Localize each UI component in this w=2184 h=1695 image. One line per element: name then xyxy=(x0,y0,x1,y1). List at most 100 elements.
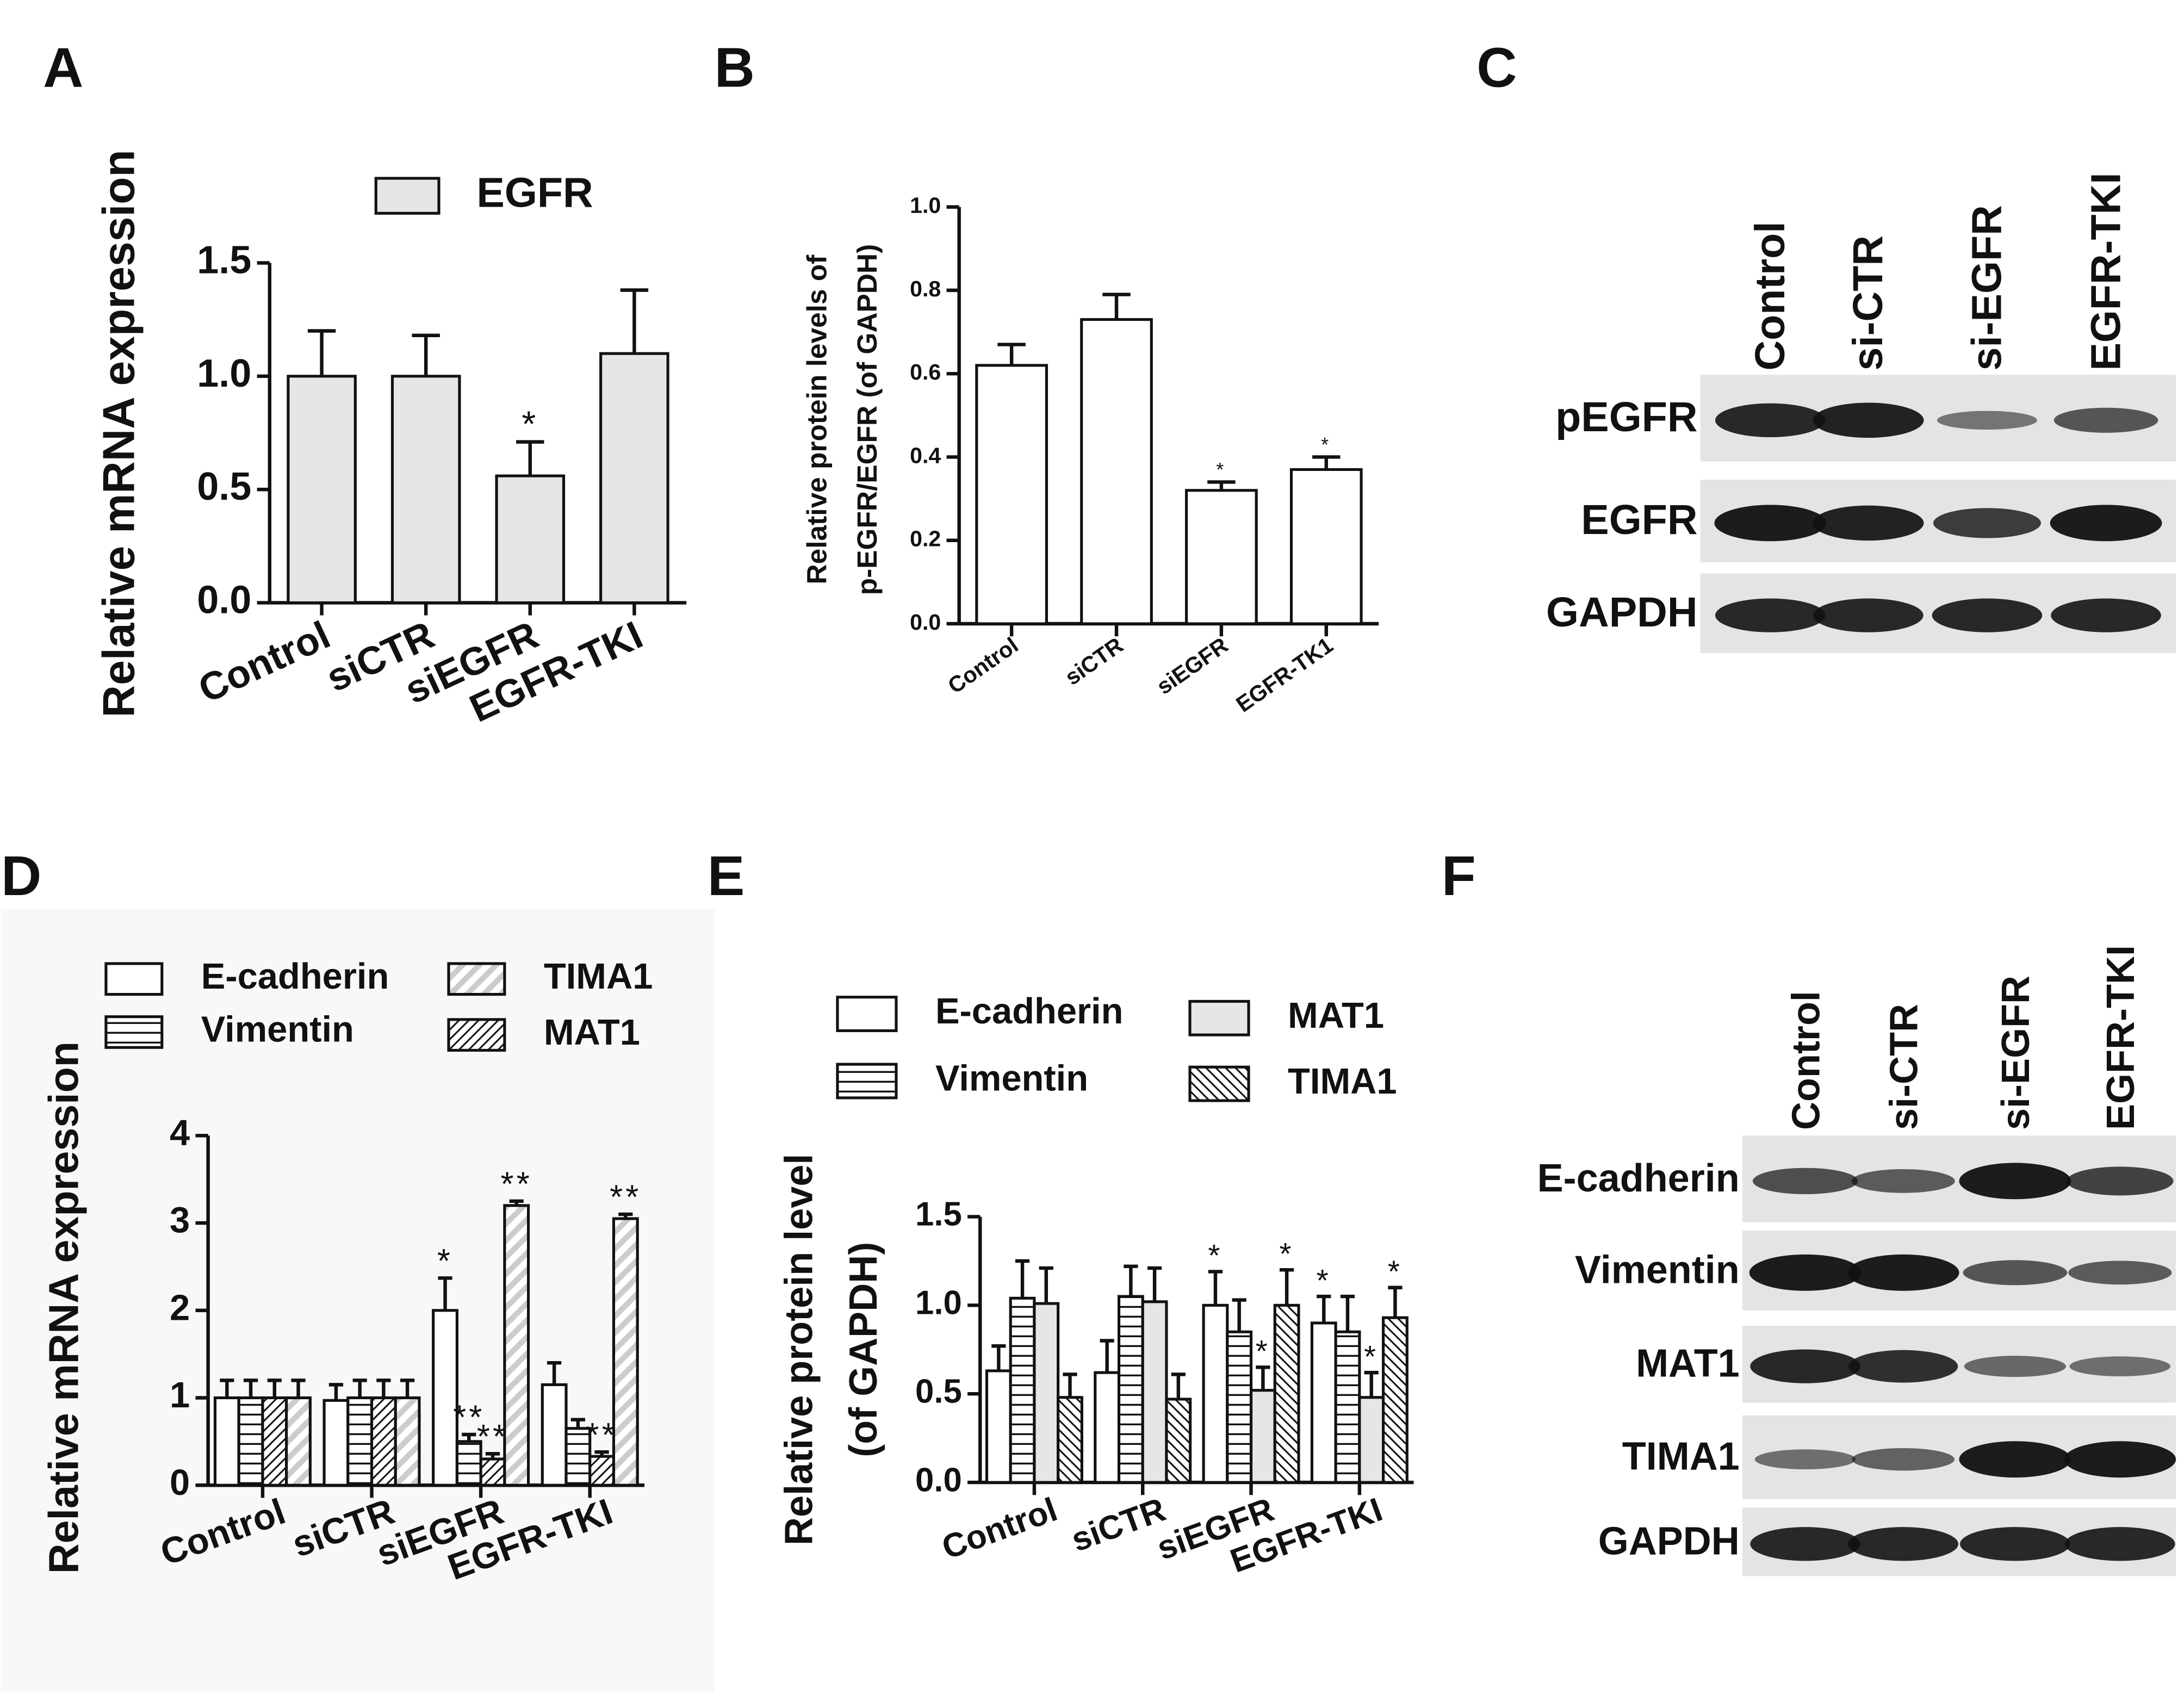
bar xyxy=(432,1309,458,1487)
bar xyxy=(285,1396,312,1487)
y-tick-label: 0 xyxy=(170,1462,190,1503)
error-bar xyxy=(594,1450,609,1457)
legend-label: MAT1 xyxy=(544,1012,640,1053)
significance-marker: * xyxy=(522,403,538,444)
blot-band xyxy=(1847,1254,1959,1291)
y-tick-label: 0.4 xyxy=(910,443,941,468)
blot-band xyxy=(1959,1163,2071,1200)
panel-letter: E xyxy=(708,845,745,907)
panel-letter: A xyxy=(43,36,83,98)
legend-label: Vimentin xyxy=(201,1009,354,1050)
blot-band xyxy=(2064,1527,2175,1561)
significance-marker: * xyxy=(1208,1238,1223,1272)
bar xyxy=(390,375,461,605)
error-bar xyxy=(1364,1370,1379,1398)
legend-label: TIMA1 xyxy=(1288,1061,1397,1102)
error-bar xyxy=(620,288,649,354)
error-bar xyxy=(1102,293,1131,320)
y-axis-label: Relative mRNA expression xyxy=(94,150,144,717)
bar xyxy=(612,1217,639,1487)
error-bar xyxy=(509,1199,524,1206)
y-axis-label: Relative protein level xyxy=(778,1154,821,1545)
legend-swatch xyxy=(836,996,898,1032)
blot-band xyxy=(1813,402,1924,438)
y-tick-label: 0.2 xyxy=(910,526,941,551)
legend-label: MAT1 xyxy=(1288,995,1384,1036)
bar xyxy=(985,1369,1012,1484)
blot-band xyxy=(2069,1356,2171,1377)
panel-letter: B xyxy=(715,36,755,98)
bar xyxy=(1273,1303,1300,1484)
error-bar xyxy=(991,1344,1006,1371)
legend-swatch xyxy=(836,1063,898,1100)
blot-band xyxy=(1932,598,2043,632)
blot-band xyxy=(1960,1527,2070,1561)
bar xyxy=(599,352,669,605)
bar xyxy=(1382,1316,1409,1484)
legend-label: Vimentin xyxy=(935,1058,1088,1099)
row-label: Vimentin xyxy=(1575,1248,1740,1292)
error-bar xyxy=(291,1379,306,1398)
y-tick-label: 1.0 xyxy=(915,1284,962,1322)
row-label: MAT1 xyxy=(1636,1342,1740,1386)
blot-band xyxy=(1937,411,2038,430)
bar xyxy=(975,364,1048,625)
bar xyxy=(261,1396,288,1487)
bar xyxy=(1117,1295,1144,1484)
error-bar xyxy=(1232,1298,1246,1332)
blot-band xyxy=(1933,508,2041,538)
legend-label: E-cadherin xyxy=(201,956,389,997)
bar xyxy=(495,474,566,605)
error-bar xyxy=(438,1276,452,1311)
y-axis-label: (of GAPDH) xyxy=(842,1242,885,1457)
y-tick-label: 0.0 xyxy=(910,610,941,635)
blot-band xyxy=(1963,1260,2068,1286)
legend-swatch xyxy=(1188,999,1250,1036)
y-tick-label: 0.0 xyxy=(197,578,251,622)
error-bar xyxy=(1171,1373,1186,1399)
significance-marker: * xyxy=(1256,1334,1270,1368)
legend-swatch xyxy=(447,1018,506,1052)
blot-band xyxy=(1752,1168,1858,1195)
row-label: GAPDH xyxy=(1546,589,1698,636)
error-bar xyxy=(1124,1264,1138,1297)
legend-swatch xyxy=(1188,1065,1250,1102)
significance-marker: * xyxy=(1388,1254,1403,1288)
y-tick-label: 4 xyxy=(170,1113,190,1153)
error-bar xyxy=(997,343,1026,365)
error-bar xyxy=(1147,1266,1162,1302)
lane-label: EGFR-TKI xyxy=(2082,172,2129,370)
row-label: GAPDH xyxy=(1598,1519,1740,1563)
x-tick-label: Control xyxy=(192,613,337,712)
error-bar xyxy=(547,1361,562,1385)
y-tick-label: 1.0 xyxy=(910,193,941,218)
bar xyxy=(1141,1300,1168,1484)
y-tick-label: 0.0 xyxy=(915,1461,962,1499)
lane-label: Control xyxy=(1784,991,1828,1130)
significance-marker: * xyxy=(1280,1237,1294,1271)
legend-label: E-cadherin xyxy=(935,991,1124,1032)
bar xyxy=(1334,1330,1361,1484)
error-bar xyxy=(352,1379,367,1398)
error-bar xyxy=(570,1418,585,1429)
x-tick-label: siCTR xyxy=(1066,1491,1170,1559)
bar xyxy=(1249,1389,1276,1484)
lane-label: si-EGFR xyxy=(1964,205,2011,370)
bar xyxy=(1202,1303,1229,1484)
blot-band xyxy=(1848,1350,1958,1383)
lane-label: EGFR-TKI xyxy=(2099,945,2143,1130)
legend-label: TIMA1 xyxy=(544,956,653,997)
error-bar xyxy=(1100,1339,1114,1373)
bar xyxy=(1009,1296,1036,1484)
x-tick-label: siEGFR xyxy=(1152,632,1232,699)
bar xyxy=(394,1396,421,1487)
y-tick-label: 3 xyxy=(170,1200,190,1241)
x-tick-label: Control xyxy=(944,632,1023,699)
blot-band xyxy=(2050,505,2162,542)
bar xyxy=(1310,1321,1337,1484)
bar xyxy=(213,1396,240,1487)
y-tick-label: 0.5 xyxy=(915,1373,962,1411)
lane-label: si-CTR xyxy=(1882,1004,1926,1130)
panel-letter: C xyxy=(1476,36,1517,98)
error-bar xyxy=(618,1212,633,1219)
